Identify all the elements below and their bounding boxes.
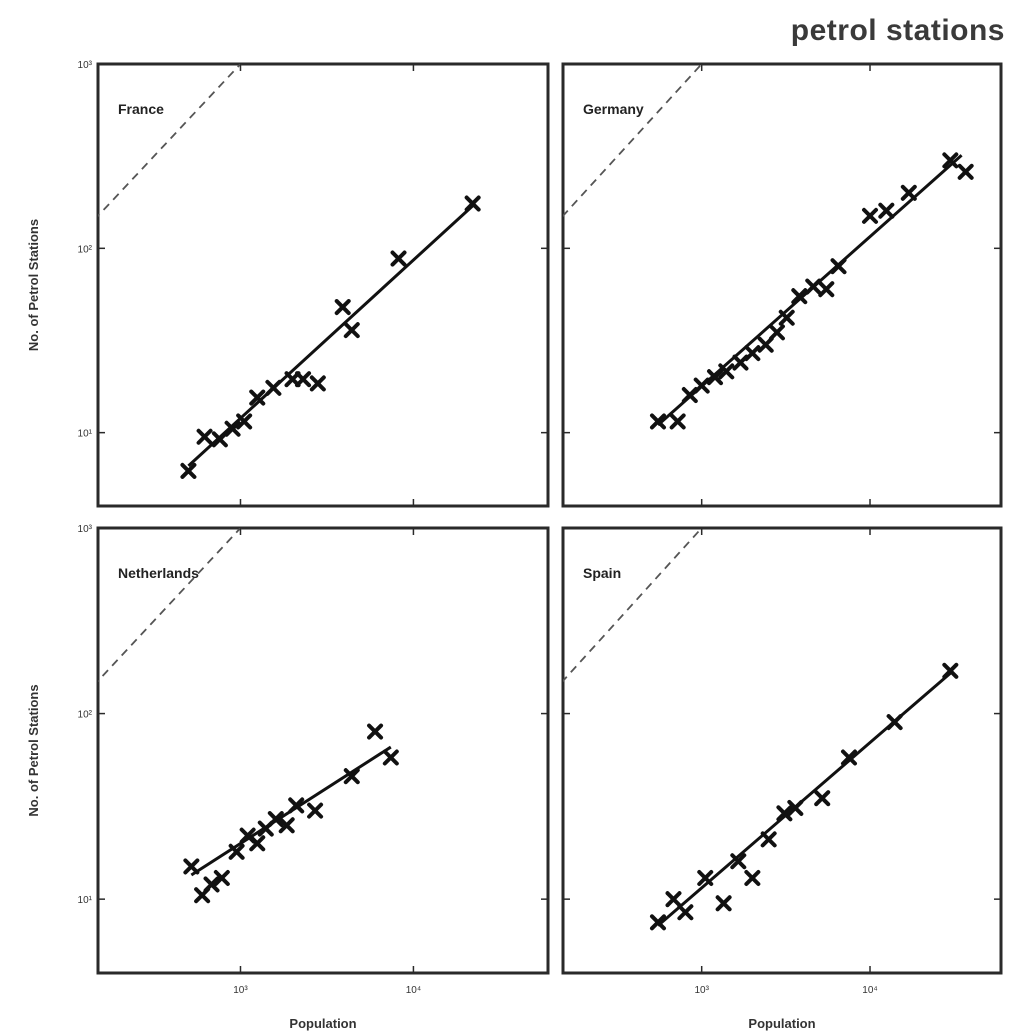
panel-label: France — [118, 101, 164, 117]
y-tick-label: 10³ — [78, 524, 93, 535]
panel-frame — [561, 526, 1003, 975]
y-tick-label: 10¹ — [78, 895, 93, 906]
data-point — [295, 371, 312, 388]
data-point — [830, 258, 847, 275]
data-point — [760, 831, 777, 848]
data-point — [213, 870, 230, 887]
data-point — [211, 431, 228, 448]
data-point — [814, 790, 831, 807]
data-point — [957, 163, 974, 180]
x-tick-label: 10⁴ — [406, 985, 421, 996]
panel-label: Netherlands — [118, 565, 199, 581]
panel-netherlands: 10¹ 10² 10³ 10³ 10⁴ Netherlands Population No. … — [26, 524, 550, 1031]
plot-area — [98, 64, 481, 479]
data-point — [343, 768, 360, 785]
data-point — [367, 723, 384, 740]
data-point — [278, 817, 295, 834]
data-point — [791, 288, 808, 305]
panel-france: 10¹ 10² 10³ France No. of Petrol Stations — [26, 60, 550, 508]
data-point — [707, 369, 724, 386]
data-point — [669, 413, 686, 430]
figure-title: petrol stations — [790, 14, 1005, 47]
data-point — [249, 389, 266, 406]
data-point — [886, 714, 903, 731]
data-point — [697, 870, 714, 887]
y-axis-label: No. of Petrol Stations — [26, 219, 41, 351]
data-point — [787, 799, 804, 816]
y-tick-label: 10¹ — [78, 429, 93, 440]
fit-line — [187, 204, 474, 468]
data-point — [382, 749, 399, 766]
data-point — [778, 309, 795, 326]
panel-frame — [96, 526, 550, 975]
data-point — [649, 914, 666, 931]
x-axis-label: Population — [289, 1016, 356, 1031]
data-point — [744, 870, 761, 887]
panel-frame — [561, 62, 1003, 508]
x-axis-label: Population — [748, 1016, 815, 1031]
data-point — [224, 420, 241, 437]
data-point — [236, 413, 253, 430]
data-point — [309, 375, 326, 392]
panel-spain: 10³ 10⁴ Spain Population — [561, 526, 1003, 1031]
data-point — [180, 462, 197, 479]
data-point — [757, 336, 774, 353]
panel-label: Spain — [583, 565, 621, 581]
data-point — [228, 843, 245, 860]
data-point — [203, 876, 220, 893]
data-point — [183, 858, 200, 875]
data-point — [196, 428, 213, 445]
data-point — [265, 379, 282, 396]
data-point — [805, 278, 822, 295]
plot-area — [563, 528, 959, 931]
diagonal-line — [563, 528, 703, 683]
y-tick-label: 10³ — [78, 60, 93, 71]
data-point — [818, 281, 835, 298]
data-point — [878, 202, 895, 219]
data-point — [840, 749, 857, 766]
panel-germany: Germany — [561, 62, 1003, 508]
data-point — [665, 891, 682, 908]
data-point — [730, 853, 747, 870]
data-point — [307, 802, 324, 819]
data-point — [677, 904, 694, 921]
data-point — [693, 377, 710, 394]
data-point — [776, 805, 793, 822]
plot-area — [98, 528, 399, 904]
data-point — [334, 299, 351, 316]
panel-label: Germany — [583, 101, 644, 117]
diagonal-line — [563, 64, 703, 218]
data-point — [768, 324, 785, 341]
data-point — [900, 184, 917, 201]
y-tick-label: 10² — [78, 710, 93, 721]
panel-frame — [96, 62, 550, 508]
data-point — [464, 195, 481, 212]
plot-area — [563, 64, 974, 430]
x-tick-label: 10³ — [694, 985, 709, 996]
diagonal-line — [98, 528, 242, 683]
data-point — [390, 250, 407, 267]
data-point — [718, 363, 735, 380]
x-tick-label: 10³ — [233, 985, 248, 996]
data-point — [744, 345, 761, 362]
fit-line — [657, 672, 952, 927]
data-point — [249, 835, 266, 852]
x-tick-label: 10⁴ — [862, 985, 877, 996]
data-point — [343, 322, 360, 339]
y-axis-label: No. of Petrol Stations — [26, 684, 41, 816]
data-point — [715, 895, 732, 912]
data-point — [942, 662, 959, 679]
data-point — [649, 413, 666, 430]
data-point — [862, 207, 879, 224]
data-point — [942, 152, 959, 169]
y-tick-label: 10² — [78, 244, 93, 255]
data-point — [267, 811, 284, 828]
data-point — [288, 797, 305, 814]
